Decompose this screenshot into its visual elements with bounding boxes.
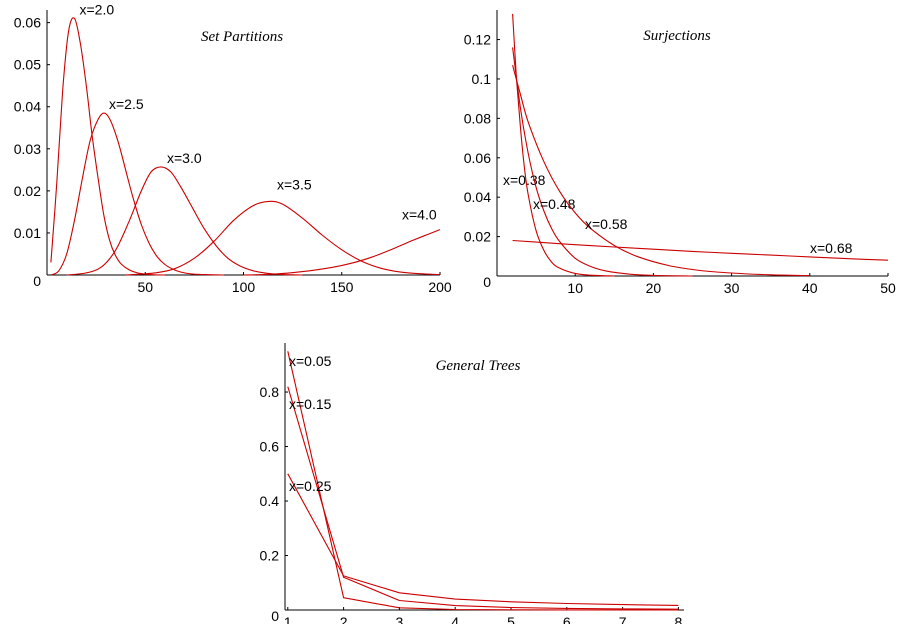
series-line-x2-0 [50, 17, 165, 276]
y-tick-label: 0.06 [464, 150, 491, 166]
y-tick-label: 0.03 [14, 141, 41, 157]
y-tick-label: 0.02 [464, 229, 491, 245]
series-line-x0-05 [287, 351, 679, 611]
y-tick-label: 0.05 [14, 57, 41, 73]
series-line-x0-58 [512, 65, 810, 277]
y-tick-label: 0.2 [260, 548, 280, 564]
chart-general-trees: General Trees 0 0.2 0.4 0.6 0.8 1 2 3 4 5 6 7 8 x=0.0… [260, 343, 684, 624]
x-tick-label: 7 [619, 614, 627, 624]
y-tick-label: 0.04 [14, 99, 41, 115]
series-label: x=0.48 [533, 196, 576, 212]
y-tick-label: 0.02 [14, 183, 41, 199]
chart-title: Set Partitions [201, 29, 283, 45]
series-label: x=0.25 [289, 478, 332, 494]
x-tick-label: 150 [330, 279, 354, 295]
x-tick-label: 8 [675, 614, 683, 624]
y-tick-label: 0.08 [464, 110, 491, 126]
series-line-x3-5 [125, 200, 441, 276]
x-tick-label: 3 [396, 614, 404, 624]
y-tick-label: 0.12 [464, 32, 491, 48]
x-tick-label: 40 [802, 280, 818, 296]
series-label: x=3.5 [277, 176, 312, 192]
series-label: x=0.58 [585, 216, 628, 232]
x-tick-label: 2 [340, 614, 348, 624]
series-line-x0-38 [512, 13, 615, 277]
chart-set-partitions: Set Partitions 0 0.01 0.02 0.03 0.04 0.05 0.06… [14, 1, 452, 295]
y-tick-label: 0.4 [260, 493, 280, 509]
y-tick-label: 0.04 [464, 189, 491, 205]
y-tick-label: 0.06 [14, 15, 41, 31]
y-tick-label: 0.6 [260, 439, 280, 455]
series-label: x=0.15 [289, 396, 332, 412]
series-line-x0-25 [287, 473, 679, 606]
x-tick-label: 4 [451, 614, 459, 624]
series-label: x=0.68 [810, 240, 853, 256]
series-line-x0-15 [287, 386, 679, 610]
series-line-x2-5 [50, 112, 224, 276]
y-tick-label: 0 [271, 608, 279, 624]
x-tick-label: 50 [137, 279, 153, 295]
y-tick-label: 0 [33, 273, 41, 289]
x-tick-label: 6 [563, 614, 571, 624]
x-tick-label: 5 [507, 614, 515, 624]
series-label: x=0.05 [289, 353, 332, 369]
chart-title: General Trees [436, 358, 521, 374]
x-tick-label: 20 [646, 280, 662, 296]
series-line-x3-0 [66, 166, 303, 276]
series-label: x=3.0 [167, 150, 202, 166]
x-tick-label: 1 [284, 614, 292, 624]
series-label: x=2.5 [109, 96, 144, 112]
series-label: x=4.0 [402, 207, 437, 223]
series-line-x4-0 [243, 229, 441, 276]
series-label: x=2.0 [80, 1, 115, 17]
series-label: x=0.38 [503, 172, 546, 188]
y-tick-label: 0.1 [472, 71, 492, 87]
y-tick-label: 0.8 [260, 384, 280, 400]
chart-title: Surjections [643, 28, 711, 44]
x-tick-label: 10 [567, 280, 583, 296]
y-tick-label: 0.01 [14, 225, 41, 241]
x-tick-label: 30 [724, 280, 740, 296]
x-tick-label: 50 [880, 280, 896, 296]
chart-surjections: Surjections 0 0.02 0.04 0.06 0.08 0.1 0.12 10 20… [464, 10, 896, 296]
series-line-x0-48 [512, 47, 693, 277]
series-line-x0-68 [512, 239, 889, 261]
x-tick-label: 100 [232, 279, 256, 295]
y-tick-label: 0 [483, 274, 491, 290]
x-tick-label: 200 [428, 279, 452, 295]
